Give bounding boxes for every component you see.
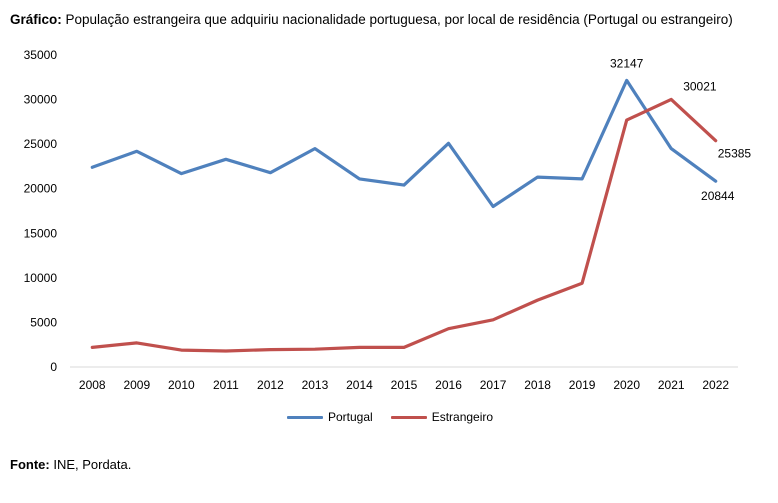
source-prefix: Fonte: (10, 457, 50, 472)
y-tick-label: 25000 (24, 137, 58, 151)
y-tick-label: 20000 (24, 182, 58, 196)
series-line-portugal (90, 78, 718, 209)
legend-label-estrangeiro: Estrangeiro (431, 410, 494, 424)
data-label-estrangeiro: 25385 (718, 147, 752, 161)
x-tick-label: 2018 (524, 378, 551, 392)
source-text: INE, Pordata. (49, 457, 132, 472)
x-tick-label: 2016 (435, 378, 462, 392)
chart-legend: Portugal Estrangeiro (287, 410, 493, 424)
x-tick-label: 2009 (123, 378, 150, 392)
x-tick-label: 2012 (257, 378, 284, 392)
y-tick-label: 15000 (24, 226, 58, 240)
legend-item-portugal[interactable]: Portugal (287, 410, 373, 424)
data-label-portugal: 32147 (610, 56, 644, 70)
y-tick-label: 0 (50, 360, 57, 374)
x-tick-label: 2008 (79, 378, 106, 392)
x-tick-label: 2019 (569, 378, 596, 392)
source-note: Fonte: INE, Pordata. (10, 457, 131, 472)
y-tick-label: 30000 (24, 93, 58, 107)
x-tick-label: 2014 (346, 378, 373, 392)
y-tick-label: 10000 (24, 271, 58, 285)
chart-title-text: População estrangeira que adquiriu nacio… (61, 12, 733, 27)
chart-title-prefix: Gráfico: (10, 12, 62, 27)
x-tick-label: 2020 (613, 378, 640, 392)
legend-item-estrangeiro[interactable]: Estrangeiro (390, 410, 494, 424)
x-tick-label: 2015 (391, 378, 418, 392)
series-line-estrangeiro (90, 97, 718, 353)
x-tick-label: 2022 (702, 378, 729, 392)
x-tick-label: 2013 (302, 378, 329, 392)
legend-swatch-portugal (287, 415, 323, 419)
x-tick-label: 2011 (213, 378, 239, 392)
chart-title: Gráfico: População estrangeira que adqui… (10, 12, 733, 27)
x-tick-label: 2010 (168, 378, 195, 392)
legend-swatch-estrangeiro (390, 415, 427, 419)
data-label-portugal: 20844 (701, 189, 735, 203)
legend-label-portugal: Portugal (328, 410, 373, 424)
x-tick-label: 2017 (480, 378, 507, 392)
y-tick-label: 5000 (30, 315, 57, 329)
y-tick-label: 35000 (24, 48, 58, 62)
data-label-estrangeiro: 30021 (683, 79, 717, 93)
x-tick-label: 2021 (658, 378, 685, 392)
